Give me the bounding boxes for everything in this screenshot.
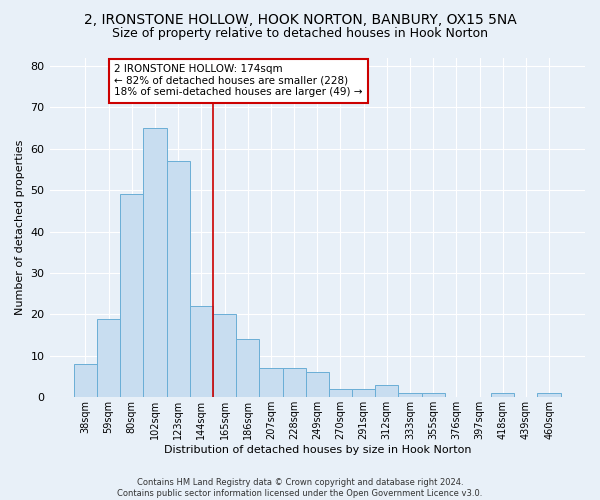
X-axis label: Distribution of detached houses by size in Hook Norton: Distribution of detached houses by size … xyxy=(164,445,471,455)
Bar xyxy=(305,372,329,398)
Bar xyxy=(190,306,213,398)
Bar xyxy=(213,314,236,398)
Bar xyxy=(538,393,560,398)
Text: 2 IRONSTONE HOLLOW: 174sqm
← 82% of detached houses are smaller (228)
18% of sem: 2 IRONSTONE HOLLOW: 174sqm ← 82% of deta… xyxy=(114,64,362,98)
Bar xyxy=(283,368,305,398)
Bar xyxy=(97,318,120,398)
Bar xyxy=(422,393,445,398)
Bar xyxy=(352,389,375,398)
Bar xyxy=(491,393,514,398)
Bar xyxy=(236,340,259,398)
Bar xyxy=(74,364,97,398)
Y-axis label: Number of detached properties: Number of detached properties xyxy=(15,140,25,315)
Text: 2, IRONSTONE HOLLOW, HOOK NORTON, BANBURY, OX15 5NA: 2, IRONSTONE HOLLOW, HOOK NORTON, BANBUR… xyxy=(83,12,517,26)
Bar xyxy=(375,385,398,398)
Bar xyxy=(167,161,190,398)
Bar xyxy=(398,393,422,398)
Text: Size of property relative to detached houses in Hook Norton: Size of property relative to detached ho… xyxy=(112,28,488,40)
Bar xyxy=(143,128,167,398)
Bar xyxy=(259,368,283,398)
Text: Contains HM Land Registry data © Crown copyright and database right 2024.
Contai: Contains HM Land Registry data © Crown c… xyxy=(118,478,482,498)
Bar xyxy=(120,194,143,398)
Bar xyxy=(329,389,352,398)
